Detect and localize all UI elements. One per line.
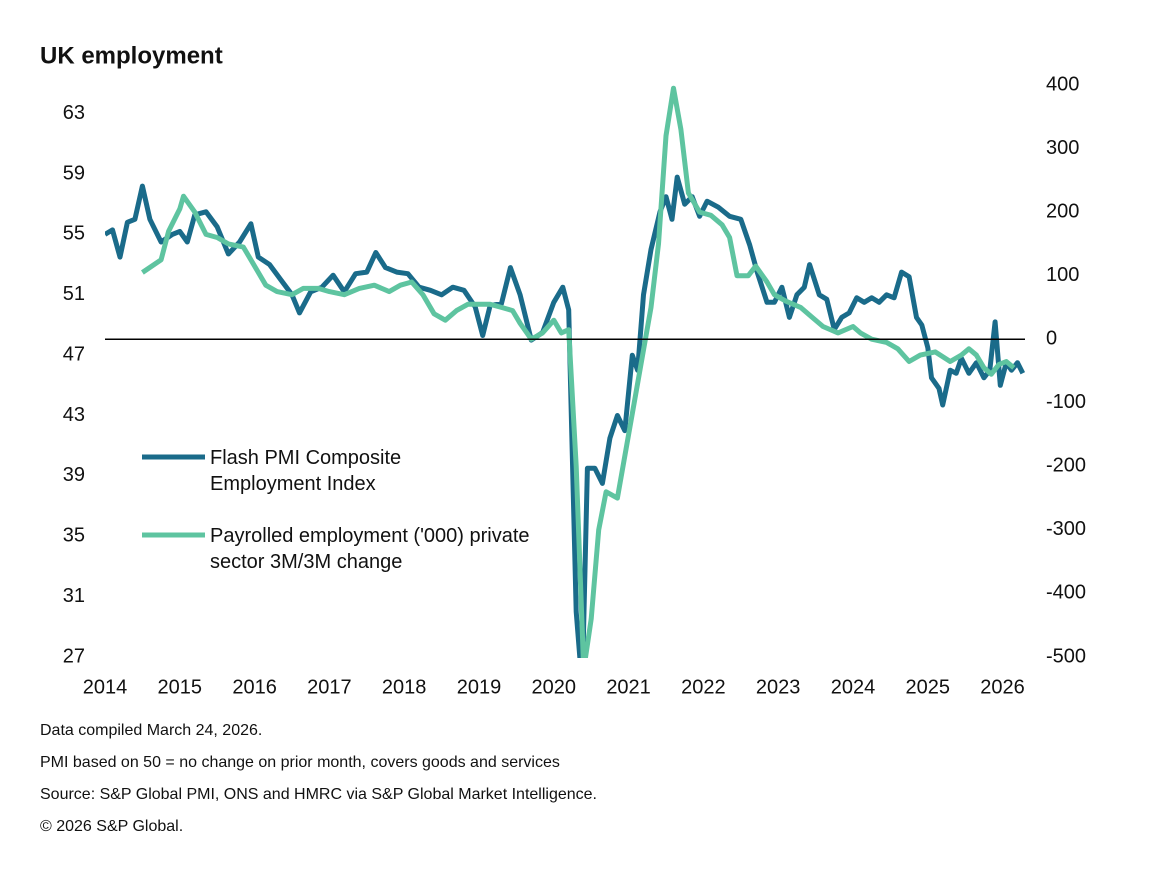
x-tick-label: 2021 <box>606 676 651 698</box>
x-tick-label: 2020 <box>532 676 577 698</box>
y-tick-label: 43 <box>63 404 85 426</box>
y2-tick-label: 400 <box>1046 73 1079 95</box>
footnote: © 2026 S&P Global. <box>40 818 184 835</box>
x-tick-label: 2025 <box>906 676 951 698</box>
y-tick-label: 51 <box>63 283 85 305</box>
y2-tick-label: -400 <box>1046 582 1086 604</box>
y-tick-label: 31 <box>63 585 85 607</box>
y-tick-label: 47 <box>63 343 85 365</box>
series-line <box>140 85 1016 658</box>
footnote: Data compiled March 24, 2026. <box>40 722 263 739</box>
footnote: Source: S&P Global PMI, ONS and HMRC via… <box>40 786 597 803</box>
y2-tick-label: 0 <box>1046 328 1057 350</box>
y-tick-label: 55 <box>63 223 85 245</box>
y-tick-label: 35 <box>63 525 85 547</box>
x-tick-label: 2015 <box>158 676 203 698</box>
x-tick-label: 2022 <box>681 676 726 698</box>
y-tick-label: 63 <box>63 102 85 124</box>
y2-tick-label: -500 <box>1046 645 1086 667</box>
y2-tick-label: 100 <box>1046 264 1079 286</box>
x-tick-label: 2016 <box>232 676 277 698</box>
x-tick-label: 2019 <box>457 676 502 698</box>
y2-tick-label: 300 <box>1046 137 1079 159</box>
y2-tick-label: 200 <box>1046 200 1079 222</box>
y-tick-label: 59 <box>63 162 85 184</box>
x-tick-label: 2023 <box>756 676 801 698</box>
x-tick-label: 2018 <box>382 676 427 698</box>
x-tick-label: 2026 <box>980 676 1025 698</box>
legend-label: Payrolled employment ('000) private sect… <box>210 525 530 573</box>
footnote: PMI based on 50 = no change on prior mon… <box>40 754 560 771</box>
series-line <box>105 174 1026 658</box>
x-tick-label: 2014 <box>83 676 128 698</box>
chart-title: UK employment <box>40 42 223 69</box>
legend-label: Flash PMI Composite Employment Index <box>210 447 402 495</box>
y-tick-label: 27 <box>63 645 85 667</box>
y-tick-label: 39 <box>63 464 85 486</box>
x-tick-label: 2017 <box>307 676 352 698</box>
y2-tick-label: -200 <box>1046 455 1086 477</box>
y2-tick-label: -300 <box>1046 518 1086 540</box>
x-tick-label: 2024 <box>831 676 876 698</box>
y2-tick-label: -100 <box>1046 391 1086 413</box>
